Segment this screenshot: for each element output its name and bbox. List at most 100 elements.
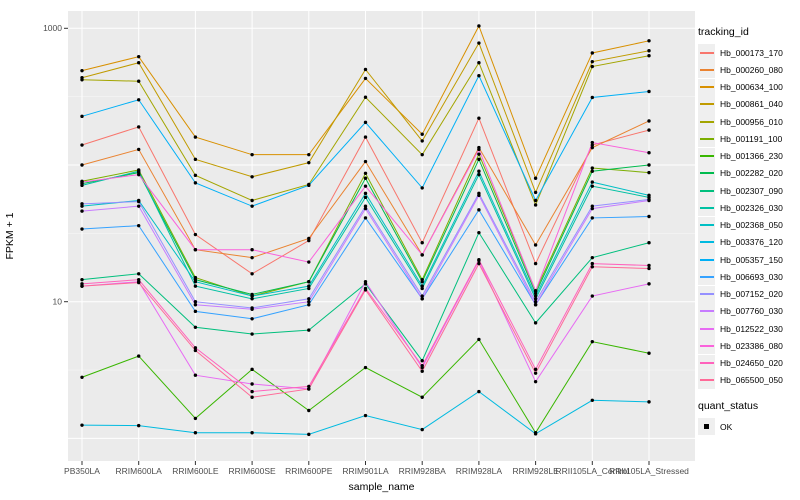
- data-point: [307, 260, 311, 264]
- data-point: [533, 261, 538, 266]
- data-point: [80, 202, 84, 206]
- data-point: [647, 193, 651, 198]
- data-point: [533, 300, 538, 304]
- legend-key: [698, 113, 715, 131]
- legend-item: Hb_001366_230: [698, 147, 798, 165]
- legend-color-line-icon: [699, 103, 714, 106]
- data-point: [363, 159, 368, 164]
- data-point: [250, 332, 254, 336]
- legend-color-line-icon: [699, 224, 714, 227]
- legend-item: Hb_012522_030: [698, 320, 798, 338]
- data-point: [250, 204, 254, 208]
- data-point: [307, 236, 311, 241]
- quant-status-legend: quant_status OK: [698, 400, 798, 436]
- data-point: [477, 41, 481, 45]
- data-point: [590, 294, 594, 298]
- data-point: [137, 98, 141, 102]
- x-tick-label: RRIM600PE: [285, 466, 333, 476]
- data-point: [193, 181, 198, 185]
- quant-key: [698, 418, 715, 436]
- data-point: [193, 173, 198, 178]
- data-point: [80, 209, 84, 213]
- data-point: [363, 195, 368, 200]
- data-point: [363, 413, 368, 418]
- data-point: [533, 367, 538, 372]
- legend-item: Hb_002307_090: [698, 182, 798, 200]
- data-point: [250, 389, 254, 394]
- data-point: [420, 369, 424, 373]
- data-point: [193, 346, 198, 350]
- data-point: [137, 199, 141, 204]
- data-point: [590, 59, 594, 64]
- legend-item: Hb_002282_020: [698, 164, 798, 182]
- legend-item: Hb_007760_030: [698, 302, 798, 320]
- x-tick-label: RRII105LA_Control: [555, 466, 629, 476]
- data-point: [193, 232, 198, 237]
- data-point: [590, 51, 594, 55]
- legend-color-line-icon: [699, 137, 714, 140]
- legend-color-line-icon: [699, 189, 714, 192]
- data-point: [137, 272, 141, 276]
- x-tick-label: PB350LA: [64, 466, 100, 476]
- legend: tracking_id Hb_000173_170 Hb_000260_080 Hb…: [698, 26, 798, 436]
- x-tick-label: RRIM928BA: [399, 466, 447, 476]
- legend-color-line-icon: [699, 86, 714, 89]
- legend-color-line-icon: [699, 275, 714, 278]
- legend-item: Hb_002326_030: [698, 199, 798, 217]
- plot-panel: [68, 11, 695, 461]
- legend-color-line-icon: [699, 379, 714, 382]
- y-axis-title: FPKM + 1: [4, 212, 16, 260]
- data-point: [80, 143, 84, 147]
- data-point: [307, 183, 311, 188]
- data-point: [647, 89, 651, 94]
- legend-label: Hb_065500_050: [720, 375, 783, 386]
- data-point: [250, 317, 254, 321]
- data-point: [137, 61, 141, 65]
- data-point: [137, 79, 141, 83]
- legend-label: Hb_000861_040: [720, 99, 783, 110]
- x-tick-label: RRIM928LE: [512, 466, 559, 476]
- data-point: [477, 61, 481, 65]
- data-point: [193, 280, 198, 284]
- data-point: [363, 76, 368, 81]
- data-point: [647, 198, 651, 203]
- legend-color-line-icon: [699, 241, 714, 244]
- data-point: [363, 67, 368, 72]
- data-point: [477, 74, 481, 78]
- data-point: [590, 265, 594, 269]
- data-point: [307, 280, 311, 284]
- legend-key: [698, 78, 715, 96]
- data-point: [590, 255, 594, 260]
- data-point: [590, 398, 594, 402]
- black-square-icon: [704, 424, 709, 429]
- legend-title: tracking_id: [698, 26, 749, 38]
- x-tick-label: RRIM600LE: [172, 466, 219, 476]
- data-point: [647, 151, 651, 155]
- data-point: [477, 147, 481, 152]
- data-point: [307, 384, 311, 389]
- legend-label: Hb_002307_090: [720, 185, 783, 196]
- data-point: [363, 171, 368, 175]
- data-point: [477, 157, 481, 162]
- data-point: [307, 297, 311, 301]
- data-point: [590, 143, 594, 147]
- legend-label: Hb_023386_080: [720, 340, 783, 351]
- legend-label: Hb_007152_020: [720, 289, 783, 300]
- data-point: [647, 263, 651, 268]
- data-point: [533, 190, 538, 195]
- x-axis-title: sample_name: [348, 481, 415, 493]
- legend-key: [698, 61, 715, 79]
- data-point: [307, 284, 311, 288]
- data-point: [307, 300, 311, 304]
- data-point: [307, 286, 311, 291]
- legend-item: Hb_005357_150: [698, 251, 798, 269]
- data-point: [307, 432, 311, 437]
- data-point: [80, 204, 84, 208]
- data-point: [647, 351, 651, 355]
- data-point: [80, 423, 84, 427]
- data-point: [533, 243, 538, 247]
- legend-label: Hb_001366_230: [720, 151, 783, 162]
- data-point: [420, 395, 424, 399]
- data-point: [193, 248, 198, 252]
